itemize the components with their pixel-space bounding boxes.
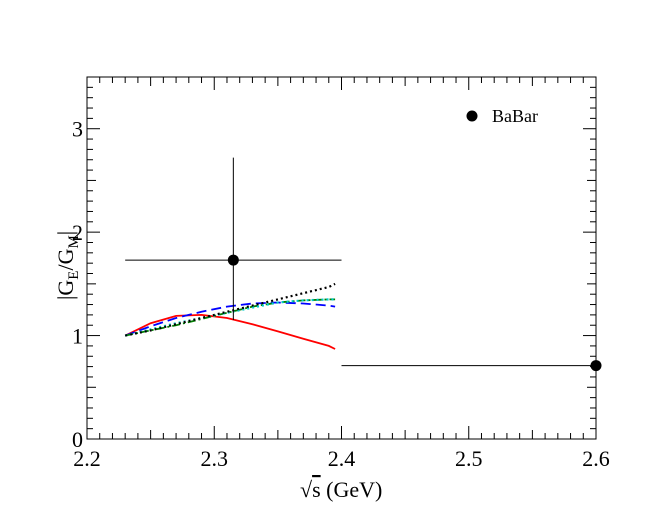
x-axis-title-sqrt: √ [300, 477, 313, 502]
x-tick-label: 2.3 [201, 446, 229, 471]
x-tick-label: 2.2 [73, 446, 101, 471]
babar-point [341, 297, 602, 436]
babar-marker [227, 254, 239, 266]
y-axis-title-close: | [53, 231, 78, 235]
y-axis-title: |GE/GM| [53, 231, 82, 300]
plot-frame [86, 76, 597, 440]
legend: BaBar [466, 106, 538, 126]
curve-black-dotted [124, 282, 336, 337]
babar-point [125, 157, 342, 321]
x-axis-title-unit: (GeV) [321, 477, 383, 502]
x-axis-title: √s (GeV) [300, 477, 382, 502]
x-tick-label: 2.6 [582, 446, 610, 471]
curve-green-dashdot [125, 298, 336, 337]
y-tick-label: 2 [72, 220, 83, 245]
babar-data-points [125, 157, 602, 436]
x-tick-label: 2.4 [328, 446, 356, 471]
legend-label-babar: BaBar [492, 106, 538, 126]
y-tick-label: 1 [72, 324, 83, 349]
y-axis-title-sub-e: E [66, 271, 82, 280]
curve-blue-dashed [124, 301, 336, 337]
axis-ticks [86, 76, 597, 440]
curve-red-solid [124, 313, 336, 350]
model-curves [124, 282, 336, 350]
y-tick-label: 0 [72, 427, 83, 452]
y-tick-labels: 0 1 2 3 [72, 117, 83, 452]
y-axis-title-mid: /G [53, 248, 78, 270]
curve-cyan-dotted [124, 298, 336, 337]
x-axis-title-s: s [312, 477, 321, 502]
x-tick-labels: 2.2 2.3 2.4 2.5 2.6 [73, 446, 610, 471]
y-tick-label: 3 [72, 117, 83, 142]
y-axis-title-sub-m: M [66, 235, 82, 248]
babar-marker [590, 360, 602, 372]
legend-marker-babar [466, 110, 478, 122]
x-tick-label: 2.5 [455, 446, 483, 471]
y-axis-title-open: |G [53, 280, 78, 300]
